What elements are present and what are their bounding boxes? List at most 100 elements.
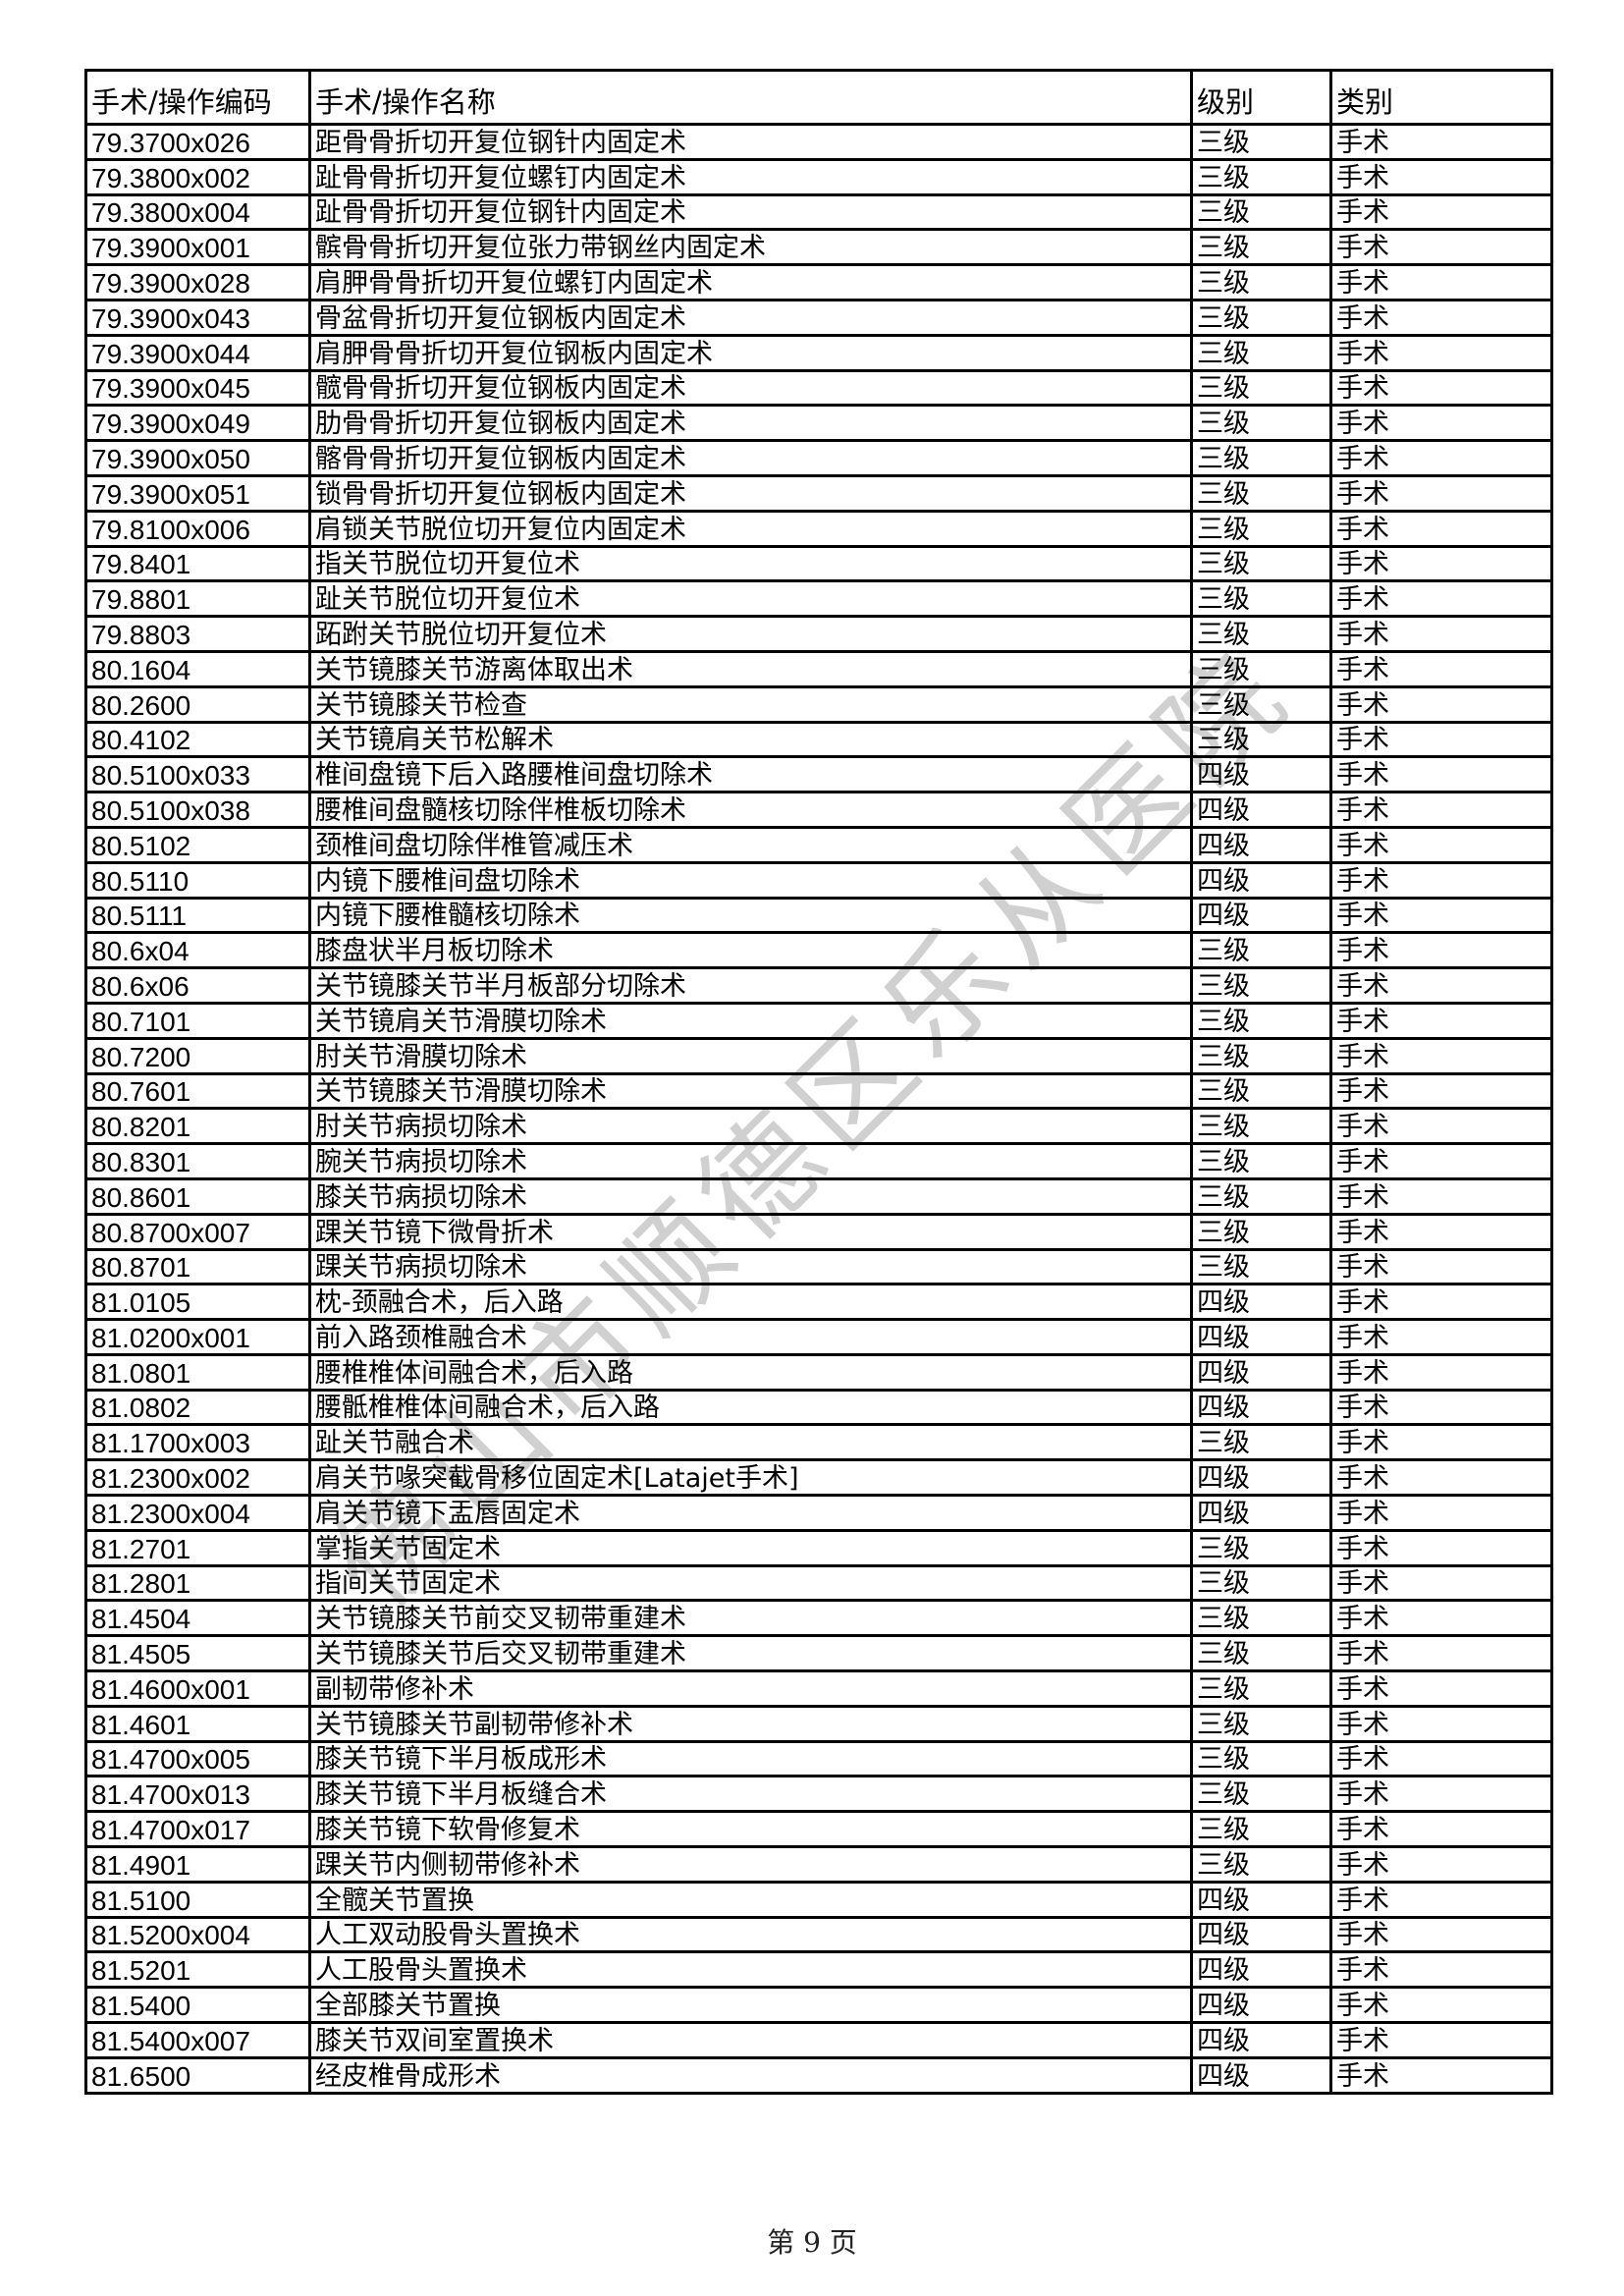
cell-name: 肩胛骨骨折切开复位螺钉内固定术 [308,263,1193,301]
cell-code: 80.6x04 [84,931,311,970]
cell-category: 手术 [1329,298,1553,337]
cell-category: 手术 [1329,1880,1553,1919]
cell-name: 肩关节喙突截骨移位固定术[Latajet手术] [308,1458,1193,1498]
cell-category: 手术 [1329,1528,1553,1567]
table-row: 79.8801 趾关节脱位切开复位术 三级 手术 [84,579,1553,619]
cell-category: 手术 [1329,123,1553,161]
cell-level: 三级 [1190,615,1332,653]
cell-category: 手术 [1329,473,1553,513]
table-row: 80.5100x038 腰椎间盘髓核切除伴椎板切除术 四级 手术 [84,791,1553,829]
cell-level: 三级 [1190,1176,1332,1216]
cell-level: 三级 [1190,263,1332,301]
cell-code: 79.3900x001 [84,228,311,267]
cell-name: 指关节脱位切开复位术 [308,544,1193,583]
cell-category: 手术 [1329,228,1553,267]
cell-name: 关节镜肩关节松解术 [308,720,1193,759]
cell-name: 腰椎椎体间融合术，后入路 [308,1352,1193,1392]
cell-category: 手术 [1329,1845,1553,1884]
table-row: 79.3900x049 肋骨骨折切开复位钢板内固定术 三级 手术 [84,404,1553,443]
table-row: 79.8401 指关节脱位切开复位术 三级 手术 [84,544,1553,583]
cell-category: 手术 [1329,509,1553,548]
cell-category: 手术 [1329,649,1553,688]
table-row: 80.7200 肘关节滑膜切除术 三级 手术 [84,1036,1553,1075]
cell-category: 手术 [1329,1352,1553,1392]
cell-level: 三级 [1190,1739,1332,1778]
cell-code: 79.3800x004 [84,192,311,232]
cell-code: 81.4505 [84,1634,311,1673]
cell-code: 80.5102 [84,825,311,864]
cell-category: 手术 [1329,1247,1553,1286]
cell-name: 肩关节镜下盂唇固定术 [308,1494,1193,1532]
cell-level: 四级 [1190,860,1332,900]
cell-name: 趾关节融合术 [308,1423,1193,1462]
table-row: 79.3800x004 趾骨骨折切开复位钢针内固定术 三级 手术 [84,192,1553,232]
table-row: 81.4601 关节镜膝关节副韧带修补术 三级 手术 [84,1704,1553,1743]
cell-category: 手术 [1329,1950,1553,1990]
cell-name: 关节镜膝关节游离体取出术 [308,649,1193,688]
cell-category: 手术 [1329,1669,1553,1708]
cell-category: 手术 [1329,1634,1553,1673]
table-row: 81.4700x013 膝关节镜下半月板缝合术 三级 手术 [84,1775,1553,1814]
cell-code: 80.8601 [84,1176,311,1216]
cell-category: 手术 [1329,544,1553,583]
table-row: 81.5100 全髋关节置换 四级 手术 [84,1880,1553,1919]
table-row: 80.2600 关节镜膝关节检查 三级 手术 [84,684,1553,724]
cell-name: 颈椎间盘切除伴椎管减压术 [308,825,1193,864]
cell-code: 81.4504 [84,1599,311,1638]
table-row: 81.5400 全部膝关节置换 四级 手术 [84,1986,1553,2025]
cell-name: 踝关节镜下微骨折术 [308,1212,1193,1251]
cell-name: 腕关节病损切除术 [308,1142,1193,1180]
cell-level: 四级 [1190,1986,1332,2025]
cell-level: 三级 [1190,228,1332,267]
table-row: 81.5400x007 膝关节双间室置换术 四级 手术 [84,2021,1553,2059]
cell-code: 79.3900x043 [84,298,311,337]
page-number: 第 9 页 [767,2226,857,2259]
cell-code: 79.8803 [84,615,311,653]
cell-code: 79.8401 [84,544,311,583]
cell-name: 距骨骨折切开复位钢针内固定术 [308,123,1193,161]
cell-code: 79.3700x026 [84,123,311,161]
cell-name: 髌骨骨折切开复位张力带钢丝内固定术 [308,228,1193,267]
cell-code: 80.7200 [84,1036,311,1075]
cell-level: 三级 [1190,931,1332,970]
cell-name: 肘关节滑膜切除术 [308,1036,1193,1075]
cell-level: 三级 [1190,1001,1332,1040]
cell-name: 膝关节双间室置换术 [308,2021,1193,2059]
cell-level: 四级 [1190,2021,1332,2059]
cell-category: 手术 [1329,439,1553,477]
cell-category: 手术 [1329,1001,1553,1040]
cell-level: 三级 [1190,368,1332,408]
cell-category: 手术 [1329,2055,1553,2095]
cell-name: 关节镜膝关节副韧带修补术 [308,1704,1193,1743]
cell-category: 手术 [1329,1599,1553,1638]
cell-name: 肋骨骨折切开复位钢板内固定术 [308,404,1193,443]
cell-code: 81.4600x001 [84,1669,311,1708]
table-row: 81.5200x004 人工双动股骨头置换术 四级 手术 [84,1915,1553,1954]
cell-level: 三级 [1190,439,1332,477]
header-code: 手术/操作编码 [84,69,311,126]
cell-name: 膝关节镜下软骨修复术 [308,1810,1193,1849]
cell-code: 79.3900x028 [84,263,311,301]
cell-category: 手术 [1329,1423,1553,1462]
cell-category: 手术 [1329,1142,1553,1180]
table-row: 81.4700x005 膝关节镜下半月板成形术 三级 手术 [84,1739,1553,1778]
cell-level: 三级 [1190,1247,1332,1286]
cell-category: 手术 [1329,615,1553,653]
cell-code: 80.8700x007 [84,1212,311,1251]
cell-level: 四级 [1190,1950,1332,1990]
cell-level: 三级 [1190,544,1332,583]
cell-level: 三级 [1190,333,1332,372]
cell-level: 四级 [1190,791,1332,829]
cell-level: 三级 [1190,966,1332,1005]
cell-level: 三级 [1190,649,1332,688]
cell-level: 三级 [1190,1775,1332,1814]
cell-level: 四级 [1190,2055,1332,2095]
table-row: 79.3900x043 骨盆骨折切开复位钢板内固定术 三级 手术 [84,298,1553,337]
cell-category: 手术 [1329,966,1553,1005]
cell-name: 关节镜膝关节前交叉韧带重建术 [308,1599,1193,1638]
cell-level: 三级 [1190,192,1332,232]
cell-category: 手术 [1329,720,1553,759]
cell-category: 手术 [1329,1563,1553,1603]
cell-code: 80.8201 [84,1107,311,1146]
cell-level: 三级 [1190,1071,1332,1111]
